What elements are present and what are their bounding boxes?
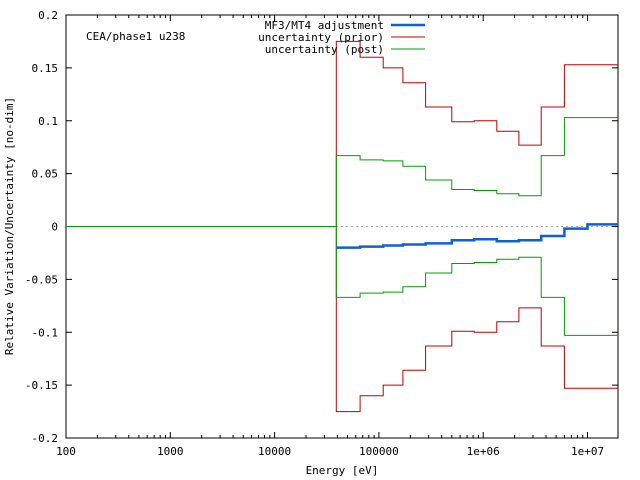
y-axis-label: Relative Variation/Uncertainty [no-dim]: [3, 97, 16, 355]
series-uncertainty-post-lower: [66, 226, 618, 336]
y-tick-label: 0: [51, 221, 58, 234]
x-tick-label: 1e+07: [571, 445, 604, 458]
x-axis-label: Energy [eV]: [306, 464, 379, 477]
y-tick-label: 0.2: [38, 9, 58, 22]
series-mf3-mt4-adjustment: [336, 223, 618, 249]
y-tick-label: 0.05: [32, 168, 59, 181]
chart-annotation: CEA/phase1 u238: [86, 30, 185, 43]
series-uncertainty-post-upper: [66, 117, 618, 227]
legend-label-uncertainty-post: uncertainty (post): [265, 43, 384, 56]
y-tick-label: 0.15: [32, 62, 59, 75]
y-tick-label: 0.1: [38, 115, 58, 128]
series-uncertainty-prior-lower: [66, 226, 618, 413]
x-tick-label: 100: [56, 445, 76, 458]
y-tick-label: -0.2: [32, 432, 59, 445]
x-tick-label: 100000: [359, 445, 399, 458]
x-tick-label: 1e+06: [467, 445, 500, 458]
y-tick-label: -0.05: [25, 273, 58, 286]
series-uncertainty-prior-upper: [66, 40, 618, 227]
legend-label-uncertainty-prior: uncertainty (prior): [258, 31, 384, 44]
x-tick-label: 1000: [157, 445, 184, 458]
legend-label-mf3-mt4-adjustment: MF3/MT4 adjustment: [265, 19, 384, 32]
y-tick-label: -0.1: [32, 326, 59, 339]
x-tick-label: 10000: [258, 445, 291, 458]
y-tick-label: -0.15: [25, 379, 58, 392]
